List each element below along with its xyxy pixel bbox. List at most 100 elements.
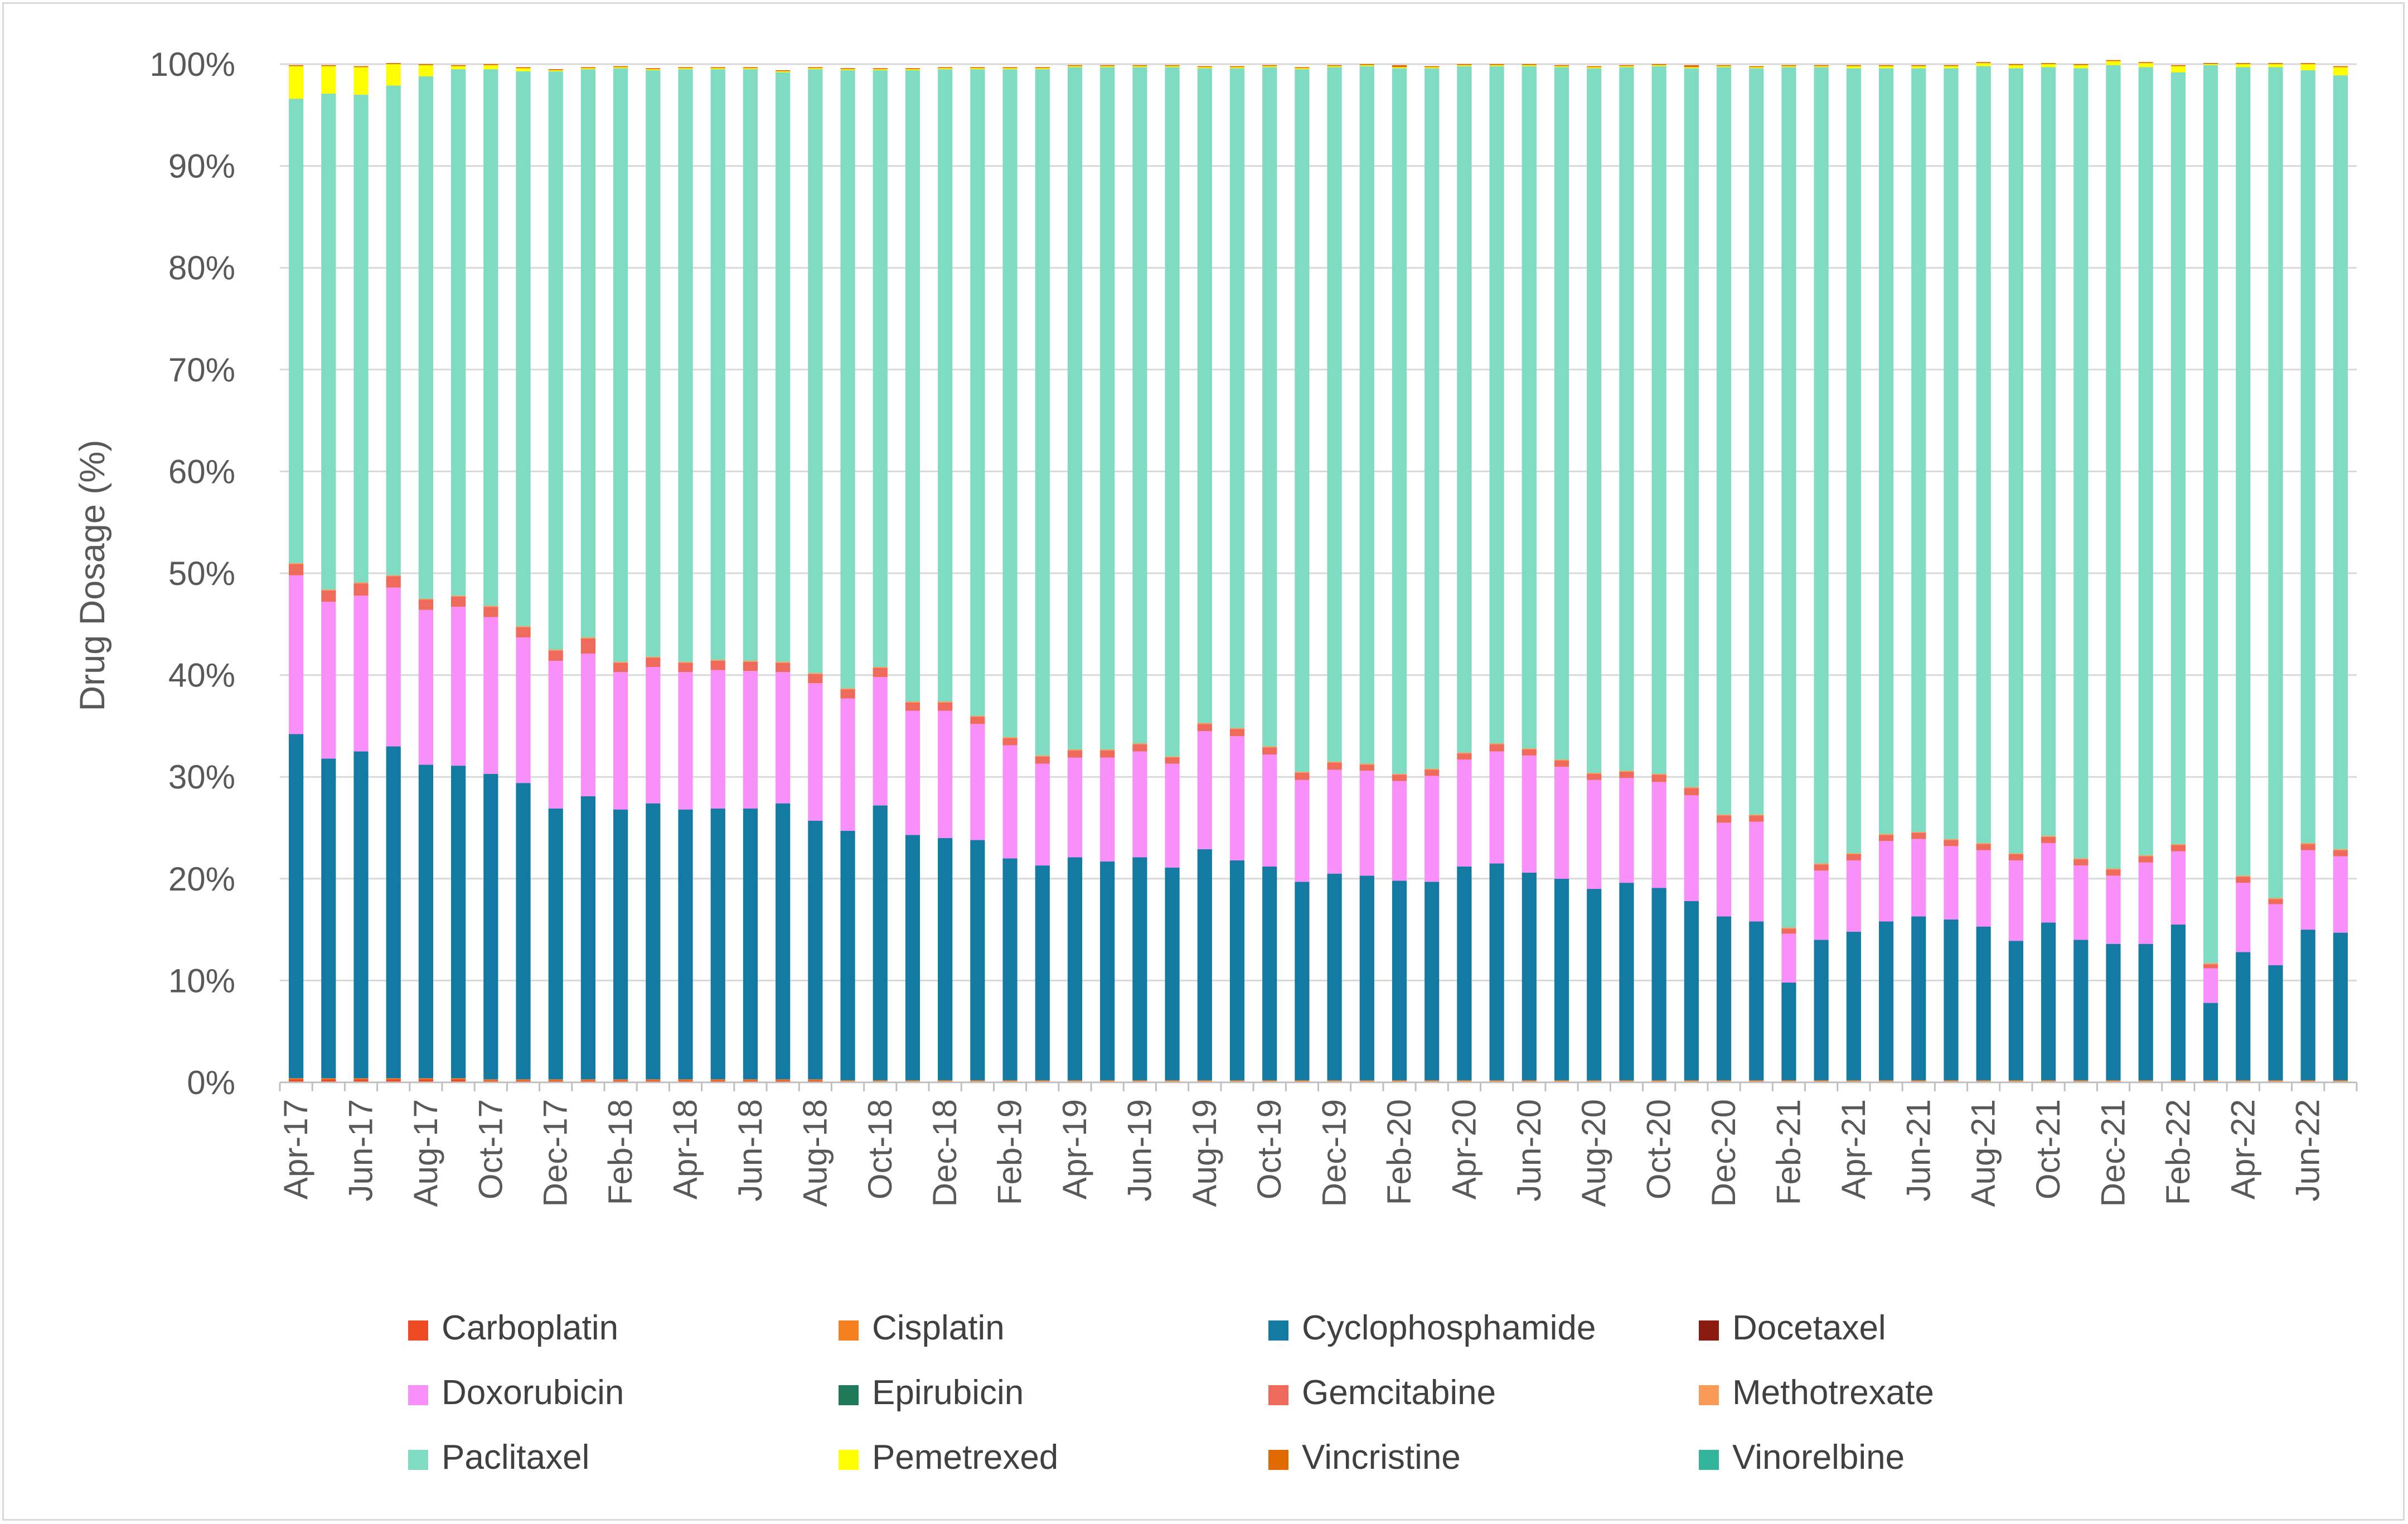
bar-segment — [1814, 67, 1829, 864]
bar-segment — [840, 69, 855, 70]
bar-segment — [776, 72, 791, 662]
bar-segment — [1651, 773, 1666, 775]
legend-label: Cisplatin — [872, 1309, 1005, 1347]
bar-segment — [1165, 763, 1180, 868]
bar-segment — [1587, 66, 1602, 67]
bar-segment — [1457, 866, 1472, 1081]
bar-segment — [1587, 68, 1602, 773]
bar-segment — [938, 68, 953, 70]
bar-segment — [321, 589, 336, 591]
x-tick-label: Apr-21 — [1835, 1099, 1872, 1199]
bar-segment — [483, 1080, 498, 1082]
bar-segment — [2300, 70, 2315, 843]
bar-segment — [2333, 856, 2348, 933]
bar-segment — [1197, 1080, 1212, 1082]
y-tick-label: 0% — [187, 1064, 235, 1101]
bar-segment — [1749, 921, 1764, 1081]
bar-segment — [483, 69, 498, 606]
bar-segment — [2203, 1003, 2218, 1081]
bar-segment — [1522, 64, 1537, 65]
bar-segment — [743, 671, 758, 809]
bar-segment — [1002, 68, 1018, 70]
bar-segment — [451, 607, 466, 766]
bar-segment — [1846, 854, 1861, 860]
bar-segment — [1716, 66, 1732, 67]
bar-segment — [2300, 844, 2315, 850]
bar-segment — [1197, 66, 1212, 67]
x-tick-label: Jun-22 — [2289, 1099, 2327, 1201]
bar-segment — [710, 660, 725, 661]
bar-segment — [353, 67, 369, 95]
x-tick-label: Jun-18 — [731, 1099, 769, 1201]
bar-segment — [1911, 1080, 1926, 1082]
bar-segment — [2008, 860, 2023, 941]
bar-segment — [418, 765, 434, 1078]
bar-segment — [2073, 859, 2089, 866]
bar-segment — [2138, 944, 2153, 1081]
bar-segment — [678, 67, 693, 69]
bar-segment — [1067, 750, 1083, 758]
bar-segment — [1781, 1080, 1796, 1082]
bar-segment — [1749, 821, 1764, 922]
bar-segment — [1425, 66, 1440, 67]
legend-label: Vinorelbine — [1732, 1438, 1905, 1477]
bar-segment — [2333, 1080, 2348, 1082]
bar-segment — [2300, 64, 2315, 70]
bar-segment — [840, 698, 855, 831]
bar-segment — [710, 808, 725, 1080]
bar-segment — [1651, 65, 1666, 66]
bar-segment — [1716, 1080, 1732, 1082]
bar-segment — [840, 689, 855, 699]
bar-segment — [710, 670, 725, 809]
bar-segment — [289, 1078, 304, 1080]
bar-segment — [1457, 65, 1472, 66]
bar-segment — [646, 1079, 661, 1081]
legend-swatch — [1268, 1450, 1288, 1470]
bar-segment — [1359, 64, 1374, 65]
bar-segment — [2268, 63, 2283, 64]
bar-segment — [548, 69, 563, 70]
bar-segment — [1392, 775, 1407, 781]
bar-segment — [1392, 65, 1407, 67]
bar-segment — [808, 820, 823, 1080]
bar-segment — [1976, 63, 1991, 66]
x-tick-label: Aug-19 — [1186, 1099, 1223, 1207]
x-tick-label: Aug-18 — [796, 1099, 834, 1207]
bar-segment — [1651, 66, 1666, 774]
bar-segment — [1814, 870, 1829, 940]
bar-segment — [451, 596, 466, 597]
bar-segment — [1359, 875, 1374, 1081]
bar-segment — [418, 599, 434, 610]
bar-segment — [516, 637, 531, 783]
bar-segment — [710, 1079, 725, 1081]
axes: 0% 10% 20% 30% 40% 50% 60% 70% 80% 90% 100% Apr-17 J… — [150, 46, 2358, 1207]
bar-segment — [516, 1079, 531, 1081]
bar-segment — [1878, 835, 1894, 841]
bar-segment — [2203, 64, 2218, 65]
bar-segment — [2203, 963, 2218, 965]
bar-segment — [451, 1078, 466, 1080]
bar-segment — [1619, 772, 1634, 778]
bar-segment — [2170, 66, 2186, 72]
bar-segment — [1392, 67, 1407, 69]
bar-segment — [548, 649, 563, 651]
bar-segment — [646, 68, 661, 70]
bar-segment — [1229, 736, 1245, 860]
bar-segment — [1229, 68, 1245, 728]
bar-segment — [1327, 761, 1342, 763]
bar-segment — [418, 64, 434, 65]
legend-label: Carboplatin — [442, 1309, 618, 1347]
bar-segment — [1749, 814, 1764, 816]
bar-segment — [2236, 883, 2251, 952]
bar-segment — [873, 677, 888, 806]
bar-segment — [1684, 1080, 1699, 1082]
bar-segment — [548, 1080, 563, 1082]
bar-segment — [1554, 766, 1569, 879]
x-tick-label: Aug-20 — [1575, 1099, 1612, 1207]
bar-segment — [2333, 849, 2348, 850]
bar-segment — [2041, 63, 2056, 64]
bar-segment — [2106, 868, 2121, 870]
bar-segment — [1262, 65, 1277, 66]
bar-segment — [548, 1079, 563, 1081]
bar-segment — [580, 638, 596, 654]
